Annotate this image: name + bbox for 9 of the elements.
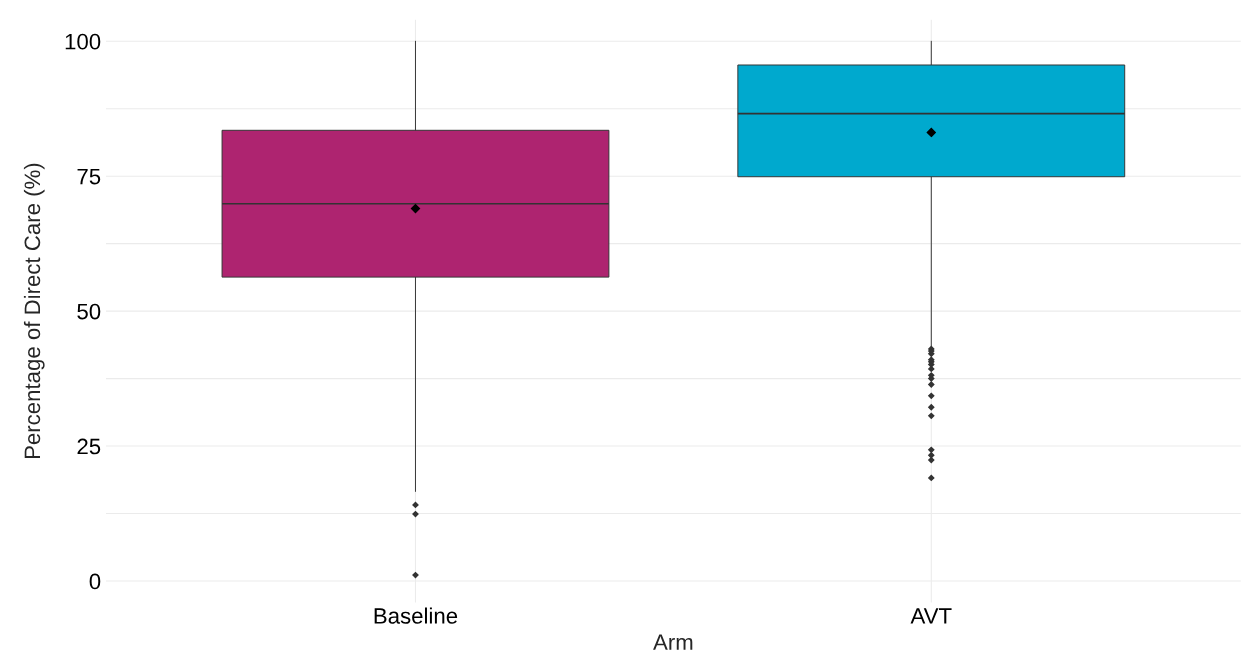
y-tick-label: 50 (77, 303, 101, 320)
y-tick-label: 25 (77, 438, 101, 455)
x-tick-label: Baseline (374, 607, 458, 624)
y-tick-label: 100 (65, 33, 101, 50)
y-tick-label: 0 (89, 573, 101, 590)
x-tick-label: AVT (910, 608, 952, 624)
x-axis-title: Arm (653, 634, 693, 650)
y-axis-title: Percentage of Direct Care (%) (23, 163, 45, 459)
y-tick-label: 75 (77, 168, 101, 185)
